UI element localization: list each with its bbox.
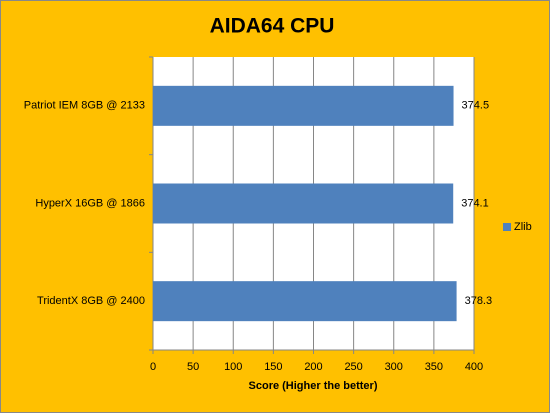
x-axis-label: Score (Higher the better) [249,380,378,392]
data-label: 374.5 [462,100,490,112]
bar [153,281,457,322]
x-tick-label: 50 [187,361,199,373]
x-tick-label: 150 [264,361,282,373]
y-tick-label: Patriot IEM 8GB @ 2133 [24,100,145,112]
y-tick-label: TridentX 8GB @ 2400 [37,295,145,307]
x-tick-label: 250 [344,361,362,373]
legend-label: Zlib [514,221,532,233]
x-tick-label: 100 [224,361,242,373]
bar [153,183,454,224]
data-label: 378.3 [465,295,493,307]
x-tick-label: 400 [465,361,483,373]
x-tick-label: 0 [150,361,156,373]
bar [153,85,454,126]
data-label: 374.1 [461,197,489,209]
x-tick-label: 350 [425,361,443,373]
legend-swatch [503,223,511,231]
x-tick-label: 200 [304,361,322,373]
chart-title: AIDA64 CPU [210,15,335,38]
y-tick-label: HyperX 16GB @ 1866 [35,197,145,209]
x-tick-label: 300 [385,361,403,373]
